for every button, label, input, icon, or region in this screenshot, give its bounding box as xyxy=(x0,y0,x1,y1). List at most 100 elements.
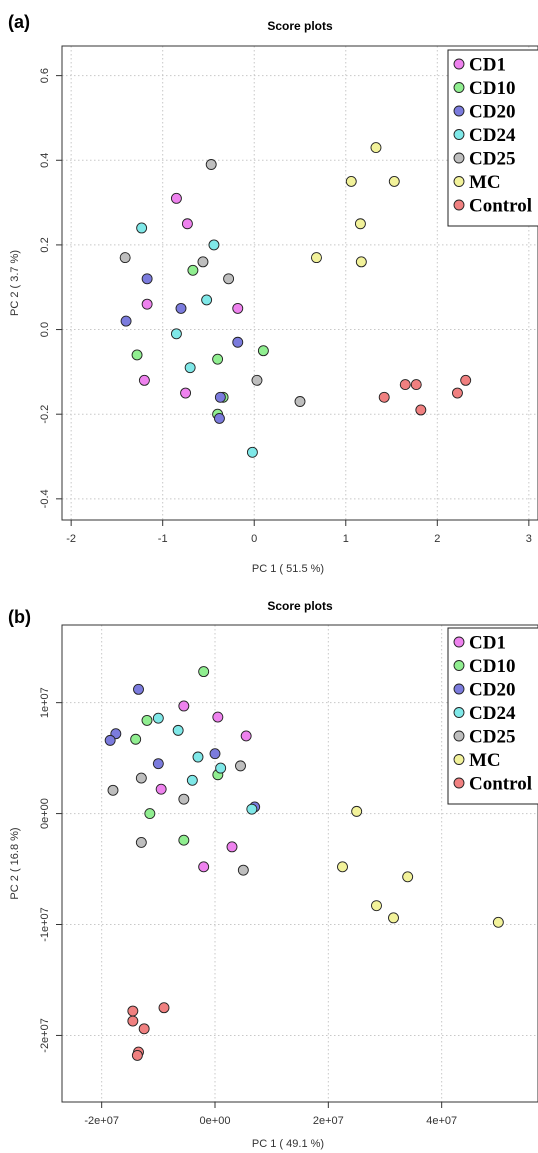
point-cd10 xyxy=(178,834,190,846)
point-cd1 xyxy=(198,861,210,873)
point-cd10 xyxy=(130,733,142,745)
legend-marker-mc xyxy=(453,176,465,187)
legend-marker-cd25 xyxy=(453,152,465,164)
x-tick-label: 2e+07 xyxy=(313,1115,344,1127)
point-mc xyxy=(351,805,363,817)
point-cd25 xyxy=(251,374,263,386)
x-tick-label: 2 xyxy=(434,533,440,545)
point-mc xyxy=(345,175,357,187)
point-cd10 xyxy=(144,808,156,820)
y-tick-label: -0.2 xyxy=(39,405,51,424)
point-mc xyxy=(388,175,400,187)
x-tick-label: -2e+07 xyxy=(84,1115,119,1127)
x-axis-label: PC 1 ( 51.5 %) xyxy=(252,563,324,575)
point-cd1 xyxy=(138,374,150,386)
point-cd20 xyxy=(232,336,244,348)
legend-marker-control xyxy=(453,777,465,789)
y-axis-label: PC 2 ( 3.7 %) xyxy=(9,250,21,316)
plot-title: Score plots xyxy=(267,19,333,33)
point-cd25 xyxy=(197,256,209,268)
legend-label-cd1: CD1 xyxy=(469,55,506,76)
plot-area xyxy=(61,624,538,1103)
point-cd20 xyxy=(213,412,225,424)
legend-marker-cd20 xyxy=(453,105,465,117)
legend-marker-mc xyxy=(453,754,465,765)
point-cd24 xyxy=(170,328,182,340)
point-cd25 xyxy=(119,252,131,264)
point-cd24 xyxy=(184,362,196,374)
x-tick-label: 3 xyxy=(526,533,532,545)
point-cd25 xyxy=(235,760,246,772)
y-tick-label: 1e+07 xyxy=(39,687,51,718)
legend-marker-cd25 xyxy=(453,730,465,742)
point-cd1 xyxy=(181,218,193,230)
point-control xyxy=(131,1049,143,1061)
legend-marker-cd20 xyxy=(453,683,465,695)
point-mc xyxy=(402,871,414,883)
panel-a: (a) Score plots -2 -1 0 1 2 3 -0.4 -0.2 0.0 0.2 0.4 0… xyxy=(8,12,538,575)
point-mc xyxy=(311,252,322,264)
plot-title: Score plots xyxy=(267,599,333,613)
point-cd25 xyxy=(237,864,249,876)
legend-label-cd10: CD10 xyxy=(469,656,515,677)
point-cd24 xyxy=(172,724,184,736)
point-cd1 xyxy=(212,711,224,723)
point-cd10 xyxy=(257,345,269,357)
legend-label-cd25: CD25 xyxy=(469,149,515,170)
x-tick-label: 0e+00 xyxy=(200,1115,231,1127)
panel-label: (b) xyxy=(8,607,31,627)
point-cd1 xyxy=(178,700,190,712)
point-control xyxy=(410,379,422,391)
panel-label: (a) xyxy=(8,12,30,32)
point-control xyxy=(158,1002,170,1014)
x-tick-label: -1 xyxy=(158,533,168,545)
point-cd25 xyxy=(294,396,306,407)
y-tick-label: 0.6 xyxy=(39,68,51,83)
point-control xyxy=(399,379,411,391)
legend-marker-cd1 xyxy=(453,636,465,648)
point-control xyxy=(138,1023,150,1035)
legend-label-cd10: CD10 xyxy=(469,78,515,99)
point-cd10 xyxy=(198,666,210,678)
x-tick-label: 0 xyxy=(251,533,257,545)
legend-label-control: Control xyxy=(469,196,532,217)
y-axis-label: PC 2 ( 16.8 %) xyxy=(9,827,21,899)
legend-marker-cd10 xyxy=(453,82,465,93)
plot-area xyxy=(61,45,538,521)
point-cd24 xyxy=(246,446,258,458)
point-mc xyxy=(355,256,367,268)
point-control xyxy=(127,1015,139,1027)
point-mc xyxy=(492,916,504,928)
point-control xyxy=(415,404,427,416)
point-cd20 xyxy=(214,391,226,403)
legend-label-control: Control xyxy=(469,774,532,795)
legend-label-cd1: CD1 xyxy=(469,633,506,654)
x-axis-label: PC 1 ( 49.1 %) xyxy=(252,1138,324,1150)
point-cd25 xyxy=(223,273,235,285)
point-cd1 xyxy=(170,192,182,204)
y-tick-label: 0.4 xyxy=(39,153,51,168)
x-tick-label: -2 xyxy=(66,533,76,545)
point-cd10 xyxy=(212,353,224,365)
point-cd1 xyxy=(232,302,244,314)
point-cd25 xyxy=(178,793,190,805)
point-cd25 xyxy=(135,772,147,784)
x-tick-label: 4e+07 xyxy=(426,1115,457,1127)
point-cd10 xyxy=(141,714,153,726)
point-cd24 xyxy=(208,239,220,251)
point-mc xyxy=(337,861,348,873)
point-cd1 xyxy=(180,387,192,399)
point-cd25 xyxy=(205,159,217,170)
point-cd10 xyxy=(131,349,143,361)
point-cd20 xyxy=(175,302,187,314)
point-cd24 xyxy=(246,803,258,815)
point-cd20 xyxy=(133,683,144,695)
legend-label-cd20: CD20 xyxy=(469,680,515,701)
point-cd1 xyxy=(240,730,252,742)
panel-b: (b) Score plots -2e+07 0e+00 2e+07 4e+07 -2e+0… xyxy=(8,599,538,1150)
legend-label-cd25: CD25 xyxy=(469,727,515,748)
point-cd20 xyxy=(104,734,116,746)
point-cd25 xyxy=(135,836,147,848)
y-tick-label: 0.2 xyxy=(39,237,51,252)
